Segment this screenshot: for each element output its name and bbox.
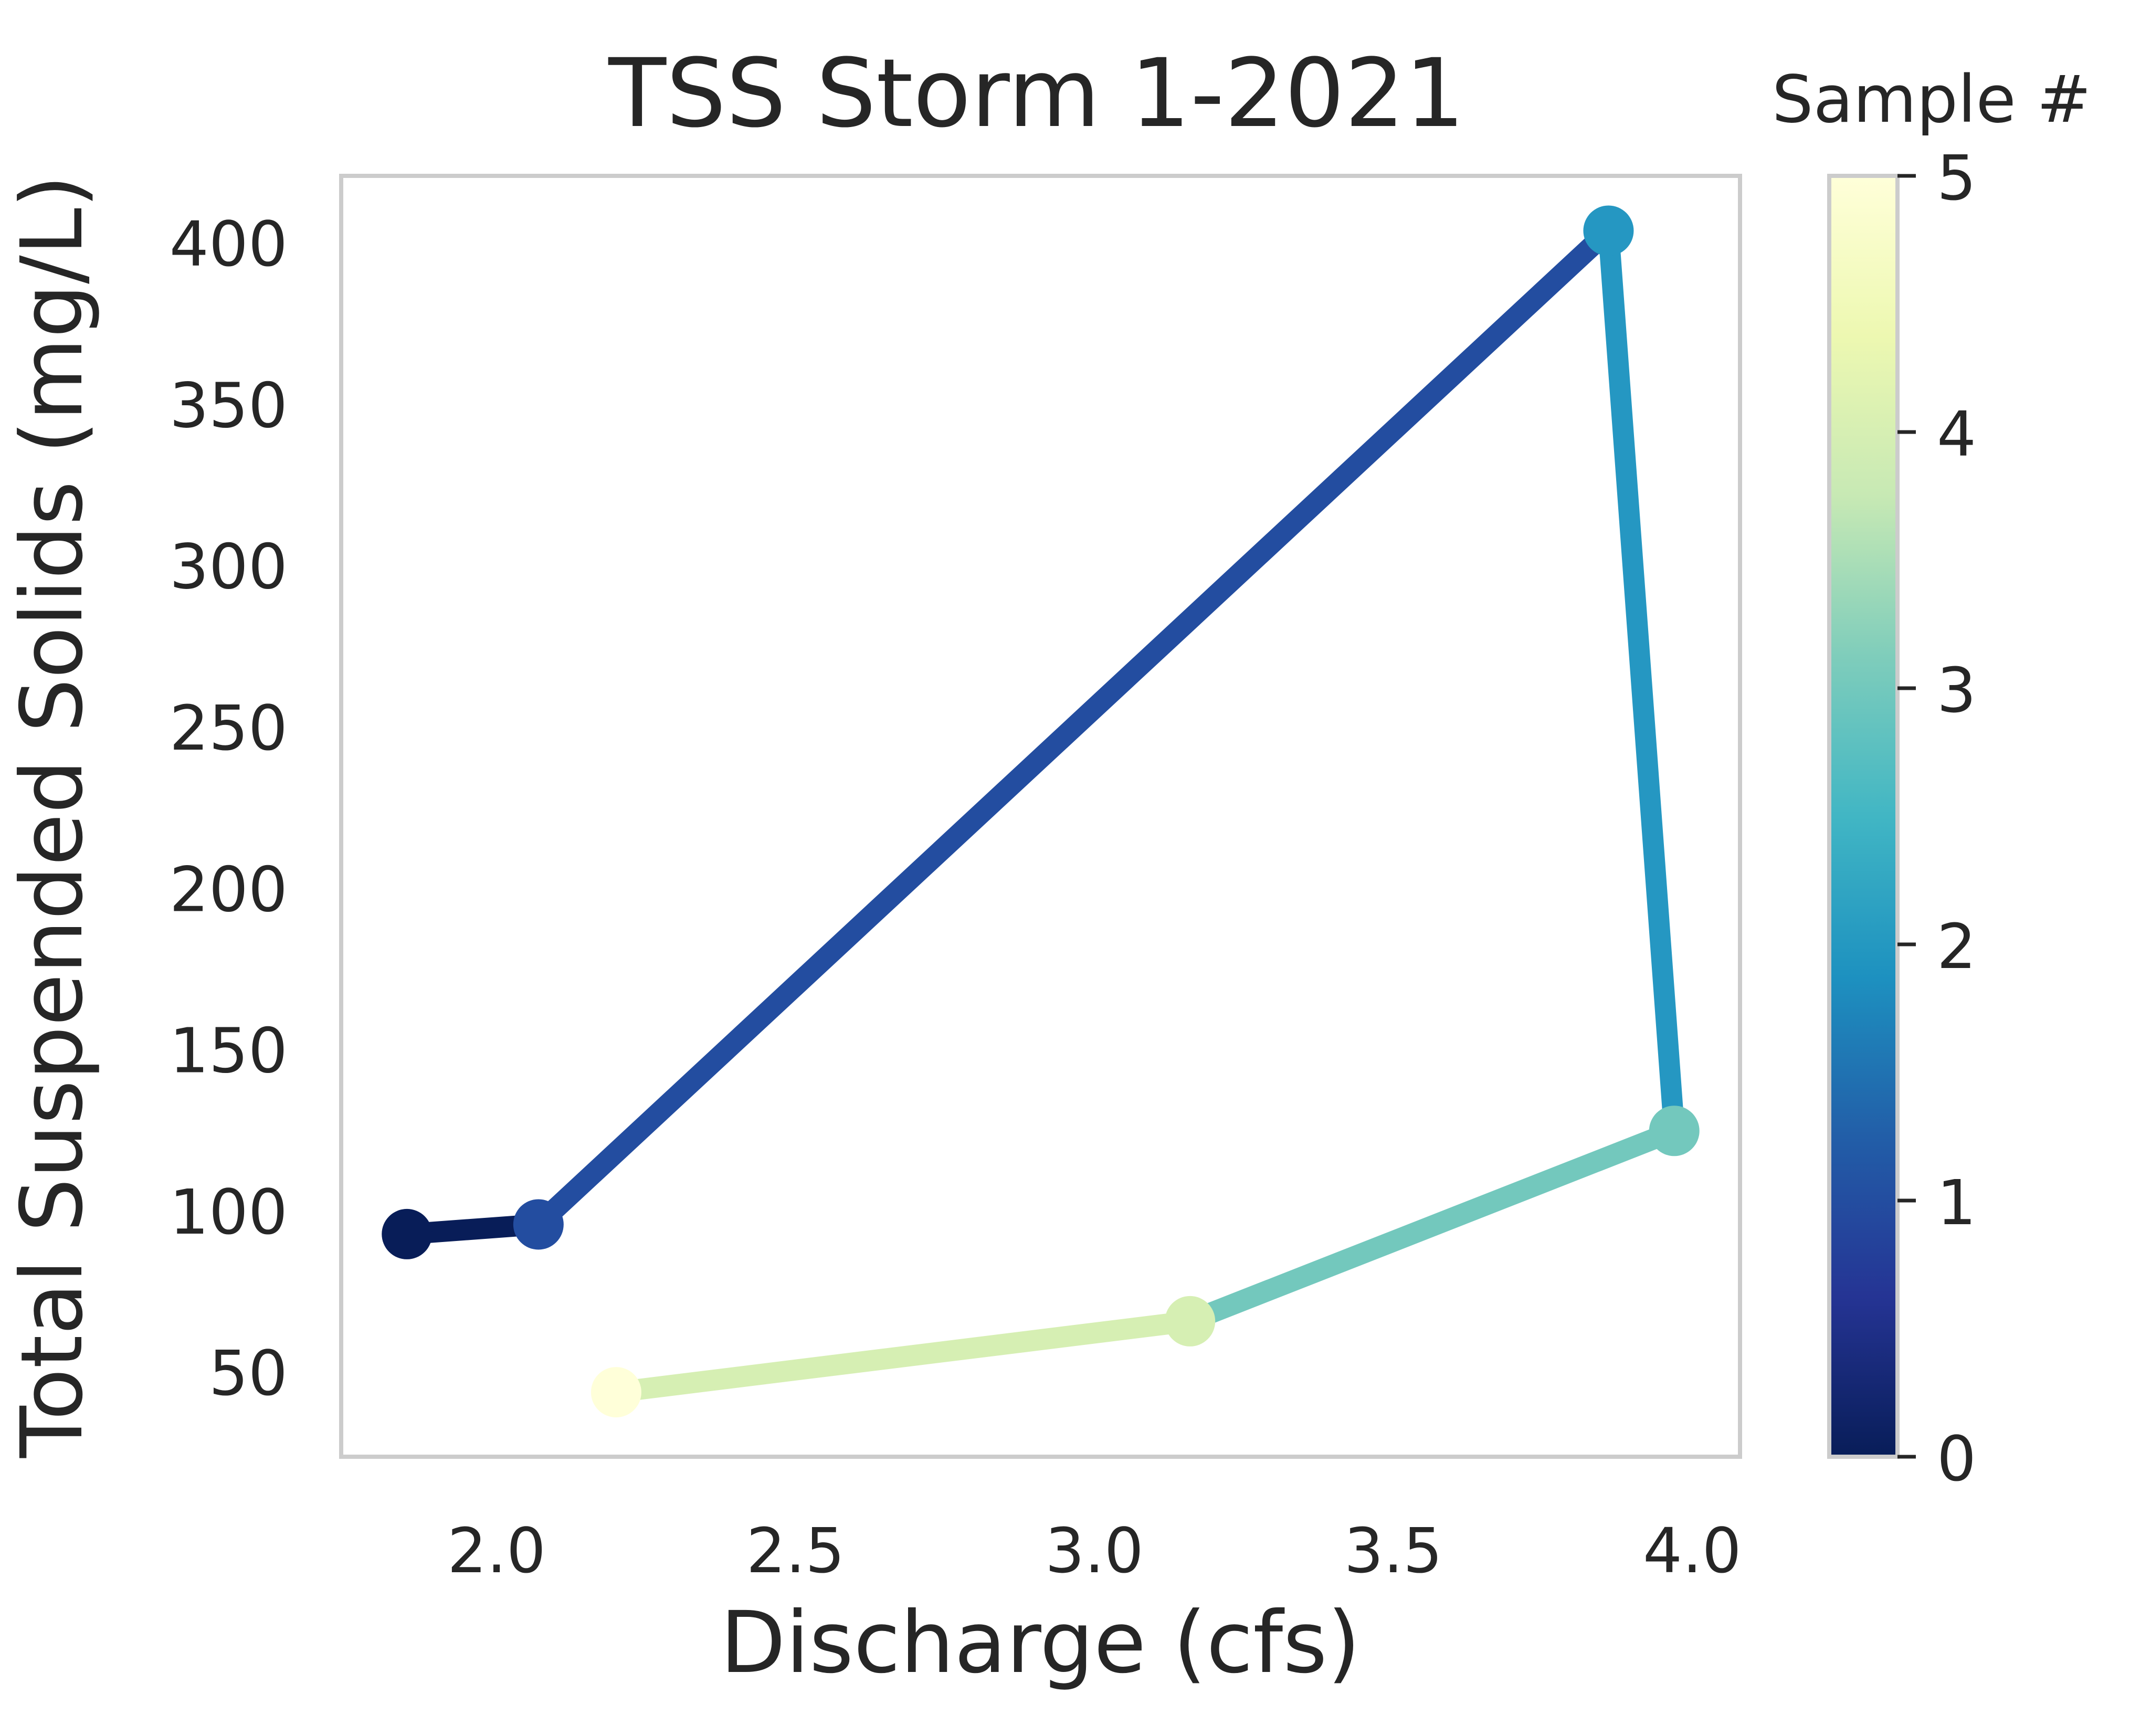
y-axis-ticks: 50 100 150 200 250 300 350 400 [170, 208, 288, 1409]
plot-frame [339, 174, 1742, 1459]
x-tick-label: 2.5 [746, 1514, 845, 1587]
y-axis-label: Total Suspended Solids (mg/L) [3, 175, 102, 1458]
colorbar-tick-label: 4 [1937, 398, 1976, 470]
x-axis-ticks: 2.0 2.5 3.0 3.5 4.0 [447, 1514, 1741, 1587]
data-point-4 [1165, 1296, 1216, 1346]
colorbar-label: Sample # [1772, 62, 2091, 138]
colorbar-tick-label: 1 [1937, 1166, 1976, 1239]
colorbar-gradient [1827, 174, 1900, 1459]
data-point-3 [1649, 1106, 1700, 1156]
colorbar: 0 1 2 3 4 5 Sample # [1772, 62, 2091, 1495]
series-line-segment-3 [1186, 1121, 1679, 1331]
y-tick-label: 100 [170, 1176, 288, 1248]
x-tick-label: 2.0 [447, 1514, 546, 1587]
y-tick-label: 400 [170, 208, 288, 280]
x-tick-label: 3.0 [1045, 1514, 1144, 1587]
y-tick-label: 250 [170, 692, 288, 764]
series-line-segment-4 [615, 1311, 1192, 1403]
colorbar-tick-label: 2 [1937, 910, 1976, 983]
data-point-2 [1583, 205, 1634, 256]
y-tick-label: 200 [170, 853, 288, 925]
chart-title: TSS Storm 1-2021 [608, 39, 1465, 149]
x-tick-label: 4.0 [1643, 1514, 1742, 1587]
data-point-5 [591, 1367, 641, 1418]
series-points [382, 205, 1700, 1418]
series-line-segment-1 [531, 223, 1616, 1233]
y-tick-label: 300 [170, 531, 288, 603]
series-line-segment-2 [1598, 230, 1685, 1132]
plot-area [339, 174, 1742, 1459]
x-axis-label: Discharge (cfs) [720, 1594, 1361, 1692]
y-tick-label: 50 [209, 1337, 288, 1409]
colorbar-tick-label: 5 [1937, 142, 1976, 214]
x-tick-label: 3.5 [1344, 1514, 1443, 1587]
series-lines [406, 223, 1685, 1403]
colorbar-tick-label: 3 [1937, 654, 1976, 727]
colorbar-tick-label: 0 [1937, 1423, 1976, 1495]
colorbar-ticks: 0 1 2 3 4 5 [1897, 142, 1976, 1495]
y-tick-label: 350 [170, 369, 288, 441]
data-point-0 [382, 1208, 433, 1259]
y-tick-label: 150 [170, 1015, 288, 1087]
data-point-1 [513, 1199, 564, 1250]
